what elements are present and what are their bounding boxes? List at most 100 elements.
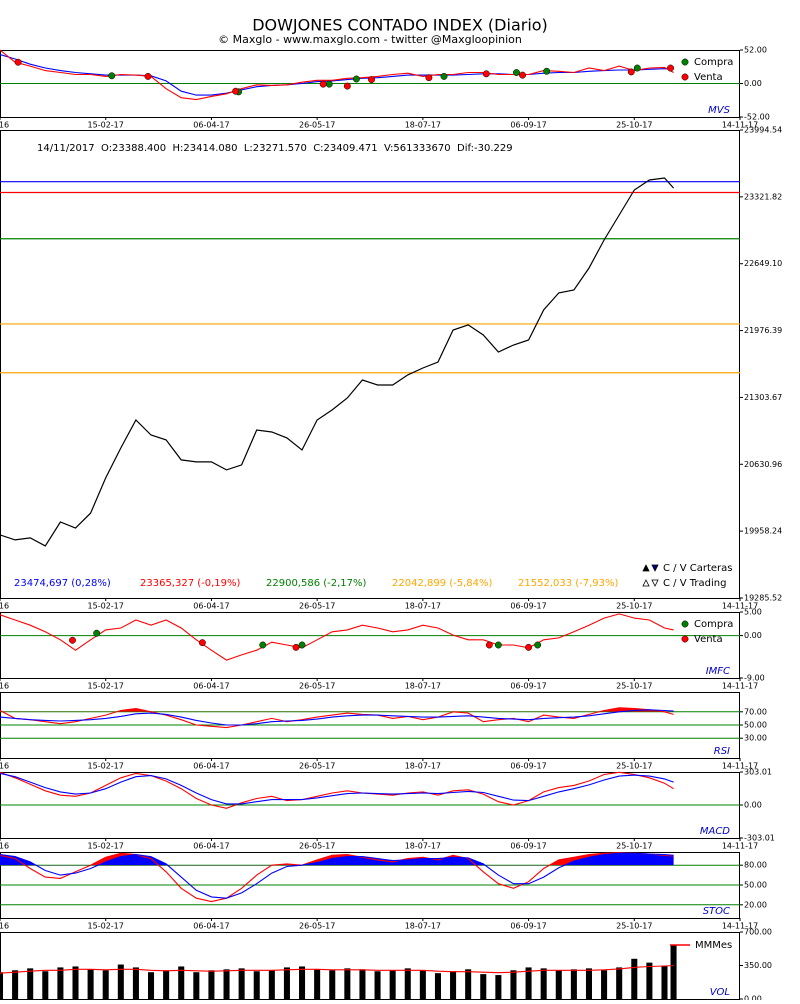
x-tick-label: 2-16	[0, 922, 9, 931]
y-tick-label: 20.00	[744, 900, 767, 909]
y-tick-label: 30.00	[744, 734, 767, 743]
x-tick-label: 06-04-17	[193, 121, 229, 130]
signal-point	[93, 629, 101, 637]
x-tick-label: 06-09-17	[510, 602, 546, 611]
legend-label: C / V Trading	[663, 578, 726, 589]
series-line	[0, 852, 674, 903]
signal-point	[198, 639, 206, 647]
signal-point	[633, 64, 641, 72]
bar	[434, 973, 441, 999]
x-tick-label: 2-16	[0, 762, 9, 771]
x-tick-label: 18-07-17	[405, 682, 441, 691]
y-tick-label: 22649.10	[744, 259, 782, 268]
x-tick-label: 15-02-17	[88, 602, 124, 611]
bar	[631, 958, 638, 999]
bar	[616, 967, 623, 999]
legend-label: Compra	[694, 57, 733, 68]
series-line	[0, 964, 674, 974]
legend-label: MMMes	[695, 940, 732, 951]
signal-point	[343, 82, 351, 90]
signal-point	[519, 71, 526, 79]
y-tick-label: 19285.52	[744, 594, 782, 603]
bar	[510, 970, 517, 999]
x-tick-label: 18-07-17	[405, 121, 441, 130]
y-tick-label: -52.00	[744, 113, 770, 122]
signal-point	[440, 72, 448, 80]
x-tick-label: 14-11-17	[722, 922, 758, 931]
x-tick-label: 25-10-17	[616, 762, 652, 771]
legend-symbol	[651, 564, 659, 572]
x-tick-label: 2-16	[0, 121, 9, 130]
y-tick-label: 50.00	[744, 881, 767, 890]
legend-label: Compra	[694, 619, 733, 630]
x-tick-label: 18-07-17	[405, 602, 441, 611]
series-line	[0, 772, 674, 805]
bar	[601, 970, 608, 999]
y-tick-label: 350.00	[744, 961, 772, 970]
series-line	[0, 613, 674, 661]
signal-point	[667, 64, 674, 72]
bar	[193, 972, 200, 999]
y-tick-label: 50.00	[744, 721, 767, 730]
signal-point	[425, 74, 433, 82]
y-tick-label: 0.00	[744, 631, 762, 640]
bar	[12, 970, 19, 999]
y-tick-label: 52.00	[744, 46, 767, 55]
bar	[555, 970, 562, 999]
x-tick-label: 15-02-17	[88, 762, 124, 771]
x-tick-label: 26-05-17	[299, 682, 335, 691]
bar	[450, 971, 457, 999]
signal-point	[627, 68, 635, 76]
x-tick-label: 06-09-17	[510, 762, 546, 771]
legend-swatch	[681, 620, 689, 628]
x-tick-label: 15-02-17	[88, 682, 124, 691]
level-label: 23365,327 (-0,19%)	[140, 578, 241, 589]
signal-point	[534, 641, 542, 649]
area-fill	[0, 853, 674, 866]
bar	[661, 965, 668, 999]
x-tick-label: 18-07-17	[405, 762, 441, 771]
legend-swatch	[681, 73, 689, 81]
y-tick-label: 21303.67	[744, 393, 782, 402]
panel-label: MACD	[700, 826, 730, 837]
y-tick-label: 21976.39	[744, 326, 782, 335]
signal-point	[352, 75, 360, 83]
x-tick-label: 06-09-17	[510, 922, 546, 931]
bar	[223, 969, 230, 999]
bar	[344, 968, 351, 999]
x-tick-label: 26-05-17	[299, 762, 335, 771]
x-tick-label: 25-10-17	[616, 842, 652, 851]
x-tick-label: 15-02-17	[88, 121, 124, 130]
bar	[253, 971, 260, 999]
bar	[299, 966, 306, 999]
signal-point	[494, 641, 502, 649]
y-tick-label: 70.00	[744, 707, 767, 716]
level-label: 23474,697 (0,28%)	[14, 578, 111, 589]
y-tick-label: 5.00	[744, 608, 762, 617]
bar	[359, 969, 366, 999]
y-tick-label: 0.00	[744, 995, 762, 1001]
signal-point	[298, 641, 306, 649]
x-tick-label: 06-09-17	[510, 682, 546, 691]
bar	[525, 967, 532, 999]
bar	[27, 968, 34, 999]
signal-point	[14, 58, 22, 66]
bar	[389, 970, 396, 999]
chart-title: DOWJONES CONTADO INDEX (Diario)	[252, 16, 548, 35]
legend-swatch	[681, 635, 689, 643]
bar	[0, 972, 4, 999]
x-tick-label: 06-04-17	[193, 842, 229, 851]
legend-symbol	[642, 579, 650, 587]
x-tick-label: 14-11-17	[722, 842, 758, 851]
y-tick-label: 0.00	[744, 801, 762, 810]
x-tick-label: 06-04-17	[193, 602, 229, 611]
bar	[419, 970, 426, 999]
x-tick-label: 25-10-17	[616, 121, 652, 130]
bar	[585, 968, 592, 999]
x-tick-label: 06-04-17	[193, 682, 229, 691]
x-tick-label: 14-11-17	[722, 121, 758, 130]
ohlc-info: 14/11/2017 O:23388.400 H:23414.080 L:232…	[37, 143, 513, 154]
legend-label: Venta	[694, 72, 723, 83]
